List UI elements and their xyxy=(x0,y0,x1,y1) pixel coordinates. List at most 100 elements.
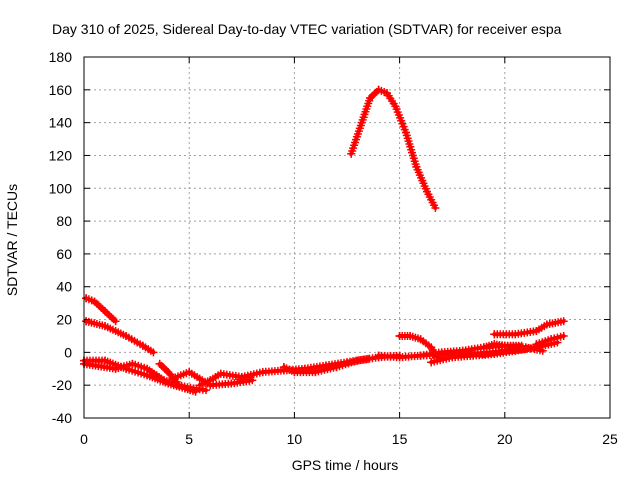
chart-title: Day 310 of 2025, Sidereal Day-to-day VTE… xyxy=(52,21,562,37)
data-point xyxy=(490,330,499,339)
data-point xyxy=(168,374,177,383)
data-point xyxy=(479,343,488,352)
data-point xyxy=(155,359,164,368)
data-point xyxy=(559,332,568,340)
x-tick-label: 0 xyxy=(80,431,88,447)
data-point xyxy=(101,356,109,365)
data-point xyxy=(191,387,200,396)
data-point xyxy=(542,320,551,329)
y-tick-label: 120 xyxy=(49,147,73,163)
y-tick-label: 140 xyxy=(49,115,73,131)
data-point xyxy=(185,368,194,377)
data-point xyxy=(559,317,568,326)
data-point xyxy=(458,346,467,355)
data-point xyxy=(437,348,446,357)
data-point xyxy=(149,348,158,357)
data-point xyxy=(195,381,204,390)
data-point xyxy=(122,332,131,340)
data-point xyxy=(258,368,267,377)
data-point xyxy=(427,358,436,367)
data-point xyxy=(547,335,556,344)
data-point xyxy=(290,368,299,377)
data-point xyxy=(469,351,478,360)
data-point xyxy=(374,351,383,360)
data-point xyxy=(366,94,375,102)
series-arc-9 xyxy=(347,85,440,212)
data-point xyxy=(143,371,152,380)
axis-ticks: -40 -20 0 20 40 60 80 100 120 140 160 180 0 5 10 15 20 25 xyxy=(49,49,618,447)
plot-frame xyxy=(83,56,611,419)
y-tick-label: -40 xyxy=(52,410,72,426)
data-point xyxy=(248,376,257,385)
y-axis-label: SDTVAR / TECUs xyxy=(4,184,20,296)
data-point xyxy=(431,204,440,212)
data-point xyxy=(101,307,109,316)
data-point xyxy=(412,162,421,171)
data-point xyxy=(122,364,131,373)
data-point xyxy=(500,341,509,350)
data-point xyxy=(101,322,109,331)
series-arc-16 xyxy=(532,332,568,349)
data-point xyxy=(416,335,425,344)
data-point xyxy=(490,350,499,358)
y-tick-label: -20 xyxy=(52,377,72,393)
series-markers xyxy=(82,317,155,355)
data-point xyxy=(395,353,404,362)
x-axis-label: GPS time / hours xyxy=(292,457,399,473)
x-tick-label: 20 xyxy=(497,431,513,447)
data-point xyxy=(391,102,400,111)
y-tick-label: 20 xyxy=(56,312,72,328)
data-point xyxy=(128,359,137,368)
data-point xyxy=(227,379,236,388)
data-point xyxy=(427,343,436,352)
x-tick-label: 25 xyxy=(602,431,618,447)
data-point xyxy=(237,373,246,381)
series-arc-2 xyxy=(82,317,158,357)
data-point xyxy=(401,128,410,137)
data-point xyxy=(406,332,415,340)
data-point xyxy=(416,351,425,360)
x-tick-label: 15 xyxy=(392,431,408,447)
data-point xyxy=(511,330,520,339)
data-point xyxy=(357,118,366,127)
y-tick-label: 0 xyxy=(64,344,72,360)
data-point xyxy=(90,297,99,306)
data-point xyxy=(181,384,189,393)
y-tick-label: 40 xyxy=(56,279,72,295)
data-point xyxy=(521,343,530,352)
data-point xyxy=(423,187,431,196)
data-point xyxy=(347,149,356,158)
data-point xyxy=(311,368,320,377)
data-point xyxy=(332,363,341,372)
data-point xyxy=(164,379,173,388)
data-point xyxy=(206,376,215,385)
data-point xyxy=(532,327,541,335)
y-tick-label: 160 xyxy=(49,82,73,98)
data-point xyxy=(538,346,547,355)
data-point xyxy=(82,317,91,326)
y-tick-label: 60 xyxy=(56,246,72,262)
series-markers xyxy=(347,85,438,210)
y-tick-label: 180 xyxy=(49,49,73,65)
x-tick-label: 10 xyxy=(287,431,303,447)
data-point xyxy=(82,294,91,303)
y-tick-label: 80 xyxy=(56,213,72,229)
data-point xyxy=(279,363,288,372)
y-tick-label: 100 xyxy=(49,180,73,196)
series-arc-14 xyxy=(479,340,547,355)
data-point xyxy=(490,340,499,349)
x-tick-label: 5 xyxy=(185,431,193,447)
data-point xyxy=(532,340,541,349)
data-point xyxy=(111,317,120,326)
series-arc-15 xyxy=(490,317,568,339)
data-point xyxy=(172,377,181,386)
data-point xyxy=(374,85,383,94)
data-point xyxy=(164,368,173,377)
data-point xyxy=(395,332,404,340)
data-point xyxy=(138,341,147,350)
data-point xyxy=(383,89,391,98)
data-point xyxy=(353,356,362,365)
series-arc-1 xyxy=(82,294,120,326)
data-point xyxy=(202,386,210,395)
